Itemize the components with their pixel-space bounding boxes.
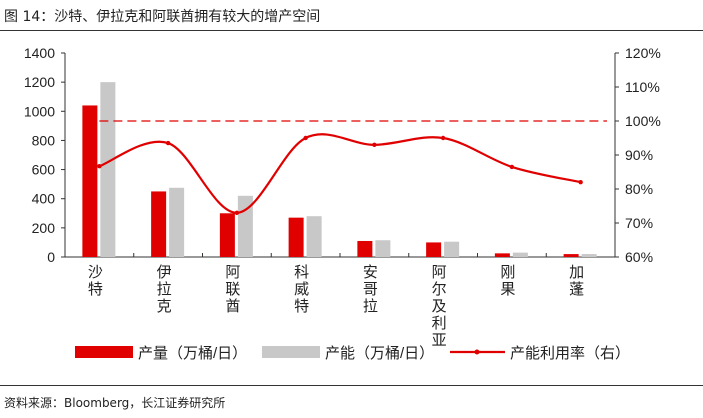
utilization-point	[578, 180, 583, 185]
legend-label-utilization: 产能利用率（右）	[510, 345, 630, 362]
right-tick-label: 120%	[625, 45, 661, 61]
right-tick-label: 70%	[625, 215, 653, 231]
bar-capacity	[581, 254, 597, 257]
category-label: 哥	[363, 281, 378, 298]
category-label: 联	[225, 281, 240, 298]
utilization-point	[509, 164, 515, 170]
utilization-point	[372, 142, 377, 147]
category-label: 拉	[157, 281, 172, 298]
category-label: 伊	[157, 264, 172, 281]
utilization-point	[97, 164, 102, 169]
category-label: 阿	[432, 264, 447, 281]
category-label: 特	[88, 281, 103, 298]
bar-capacity	[444, 241, 460, 257]
left-tick-label: 200	[32, 220, 56, 236]
category-label: 科	[294, 264, 309, 281]
left-tick-label: 600	[32, 162, 56, 178]
bar-production	[288, 217, 304, 257]
category-label: 尔	[432, 281, 447, 298]
legend-label-production: 产量（万桶/日）	[138, 345, 247, 362]
legend-swatch-capacity	[262, 346, 320, 358]
right-tick-label: 80%	[625, 181, 653, 197]
source-note: 资料来源：Bloomberg，长江证券研究所	[4, 396, 226, 410]
legend-label-capacity: 产能（万桶/日）	[325, 345, 434, 362]
source-divider	[0, 385, 703, 386]
category-label: 果	[500, 281, 515, 298]
figure-title: 图 14：沙特、伊拉克和阿联酋拥有较大的增产空间	[4, 9, 321, 25]
bar-capacity	[512, 252, 528, 257]
right-tick-label: 60%	[625, 249, 653, 265]
utilization-point	[303, 135, 308, 141]
right-tick-label: 100%	[625, 113, 661, 129]
right-tick-label: 90%	[625, 147, 653, 163]
chart: 0 200 400 600 800 1000 1200 1400 60% 70% 80% 90% 100…	[24, 45, 661, 362]
left-tick-label: 1000	[24, 103, 55, 119]
bar-capacity	[306, 216, 322, 257]
bar-production	[357, 240, 373, 257]
category-label: 威	[294, 281, 309, 298]
bar-production	[151, 191, 167, 257]
category-label: 拉	[363, 298, 378, 315]
legend-marker-utilization	[474, 349, 480, 355]
category-label: 特	[294, 298, 309, 315]
category-label: 阿	[225, 264, 240, 281]
category-label: 酋	[225, 297, 240, 315]
category-label: 亚	[432, 332, 447, 349]
bar-capacity	[100, 82, 116, 258]
bar-production	[563, 254, 579, 257]
bar-production	[494, 253, 510, 257]
bar-capacity	[375, 240, 391, 257]
legend-swatch-production	[75, 346, 133, 358]
bar-capacity	[169, 187, 185, 257]
left-tick-label: 1400	[24, 45, 55, 61]
category-label: 沙	[88, 264, 103, 281]
category-label: 蓬	[569, 281, 584, 298]
title-divider	[0, 30, 703, 31]
utilization-line	[98, 133, 581, 214]
utilization-point	[440, 135, 446, 141]
utilization-point	[234, 210, 240, 215]
category-label: 克	[157, 298, 172, 315]
utilization-point	[165, 140, 171, 146]
left-tick-label: 0	[47, 249, 55, 265]
bar-production	[426, 242, 442, 257]
category-label: 及	[432, 298, 447, 315]
bar-production	[219, 213, 235, 257]
category-label: 加	[569, 264, 584, 281]
category-label: 刚	[500, 264, 515, 281]
right-tick-label: 110%	[625, 79, 660, 95]
category-label: 安	[363, 264, 378, 281]
category-label: 利	[432, 315, 447, 332]
left-tick-label: 400	[32, 191, 56, 207]
left-tick-label: 1200	[24, 74, 55, 90]
bar-production	[82, 105, 98, 257]
left-tick-label: 800	[32, 132, 56, 148]
